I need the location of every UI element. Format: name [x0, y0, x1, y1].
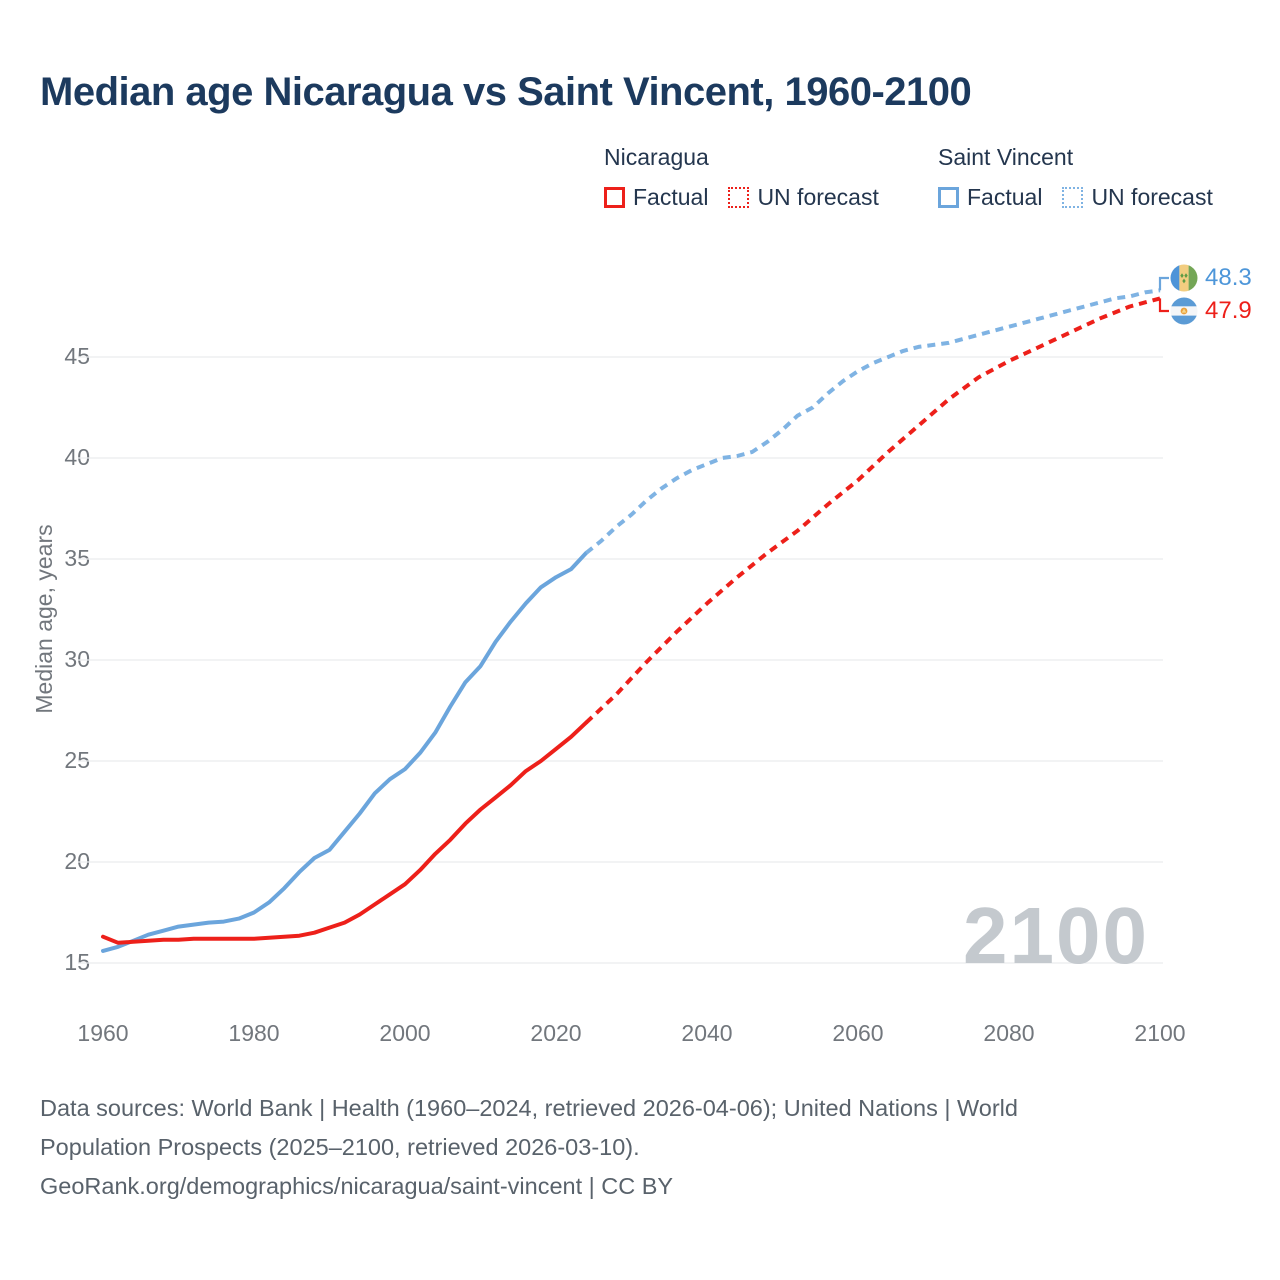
y-tick-label: 20: [64, 848, 90, 874]
x-tick-label: 2020: [530, 1020, 582, 1046]
y-tick-label: 45: [64, 343, 90, 369]
blue-solid-swatch-icon: [938, 187, 959, 208]
legend-group-title: Nicaragua: [604, 144, 709, 170]
page-title: Median age Nicaragua vs Saint Vincent, 1…: [40, 70, 972, 114]
x-tick-label: 2060: [832, 1020, 884, 1046]
red-dotted-swatch-icon: [728, 187, 750, 208]
y-tick-label: 35: [64, 545, 90, 571]
watermark-year: 2100: [963, 891, 1149, 980]
y-tick-label: 25: [64, 747, 90, 773]
nicaragua-flag-icon: [1170, 297, 1198, 325]
y-tick-label: 15: [64, 949, 90, 975]
legend-group-title: Saint Vincent: [938, 144, 1074, 170]
legend-row: Factual UN forecast: [604, 184, 879, 211]
x-tick-label: 2040: [681, 1020, 733, 1046]
end-label-saint-vincent: 48.3: [1170, 264, 1252, 292]
footer-line-2: Population Prospects (2025–2100, retriev…: [40, 1134, 640, 1160]
footer-attribution: Data sources: World Bank | Health (1960–…: [40, 1089, 1018, 1206]
x-tick-label: 1960: [77, 1020, 129, 1046]
legend-item-saint-vincent-forecast: UN forecast: [1062, 184, 1213, 211]
series-line: [584, 288, 1161, 555]
series-line: [101, 550, 589, 953]
end-value-nicaragua: 47.9: [1205, 297, 1252, 324]
y-tick-label: 40: [64, 444, 90, 470]
red-solid-swatch-icon: [604, 187, 625, 208]
series-line: [584, 296, 1161, 725]
legend-item-label: Factual: [633, 184, 709, 210]
x-tick-label: 1980: [228, 1020, 280, 1046]
y-tick-label: 30: [64, 646, 90, 672]
legend-row: Factual UN forecast: [938, 184, 1213, 211]
legend-item-label: UN forecast: [1091, 184, 1213, 210]
footer-line-1: Data sources: World Bank | Health (1960–…: [40, 1095, 1018, 1121]
legend-group-saint-vincent: Saint Vincent Factual UN forecast: [938, 144, 1213, 211]
x-tick-label: 2100: [1134, 1020, 1186, 1046]
legend-group-nicaragua: Nicaragua Factual UN forecast: [604, 144, 879, 211]
legend-item-label: UN forecast: [757, 184, 879, 210]
saint-vincent-flag-icon: [1170, 264, 1198, 292]
x-tick-label: 2080: [983, 1020, 1035, 1046]
series-line: [101, 720, 589, 945]
legend-item-label: Factual: [967, 184, 1043, 210]
end-value-saint-vincent: 48.3: [1205, 264, 1252, 291]
legend-item-nicaragua-forecast: UN forecast: [728, 184, 879, 211]
end-label-nicaragua: 47.9: [1170, 297, 1252, 325]
x-tick-label: 2000: [379, 1020, 431, 1046]
legend-item-saint-vincent-factual: Factual: [938, 184, 1042, 211]
end-label-connector: [1158, 276, 1169, 291]
footer-line-3: GeoRank.org/demographics/nicaragua/saint…: [40, 1173, 674, 1199]
end-label-connector: [1158, 298, 1169, 313]
legend-item-nicaragua-factual: Factual: [604, 184, 708, 211]
blue-dotted-swatch-icon: [1062, 187, 1084, 208]
